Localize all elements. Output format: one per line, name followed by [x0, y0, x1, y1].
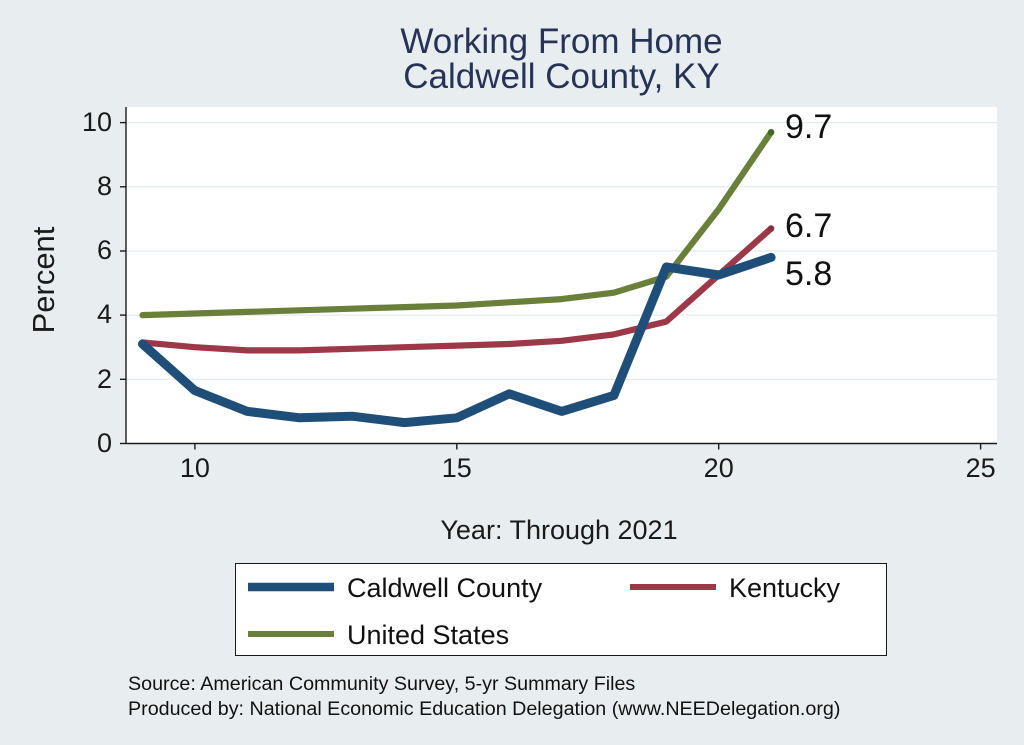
svg-text:6.7: 6.7 — [785, 207, 832, 245]
svg-text:Year: Through 2021: Year: Through 2021 — [440, 515, 677, 545]
svg-text:8: 8 — [97, 171, 112, 201]
svg-text:Percent: Percent — [26, 226, 61, 333]
svg-text:6: 6 — [97, 235, 112, 265]
svg-text:4: 4 — [97, 299, 112, 329]
svg-text:Kentucky: Kentucky — [729, 573, 841, 603]
svg-text:5.8: 5.8 — [785, 255, 832, 293]
svg-text:0: 0 — [97, 428, 112, 458]
svg-text:Caldwell County: Caldwell County — [347, 573, 543, 603]
svg-text:20: 20 — [704, 453, 734, 483]
svg-text:2: 2 — [97, 364, 112, 394]
svg-text:9.7: 9.7 — [785, 108, 832, 146]
svg-text:10: 10 — [82, 107, 112, 137]
svg-text:10: 10 — [180, 453, 210, 483]
svg-text:25: 25 — [966, 453, 996, 483]
svg-text:United States: United States — [347, 620, 509, 650]
svg-text:15: 15 — [442, 453, 472, 483]
